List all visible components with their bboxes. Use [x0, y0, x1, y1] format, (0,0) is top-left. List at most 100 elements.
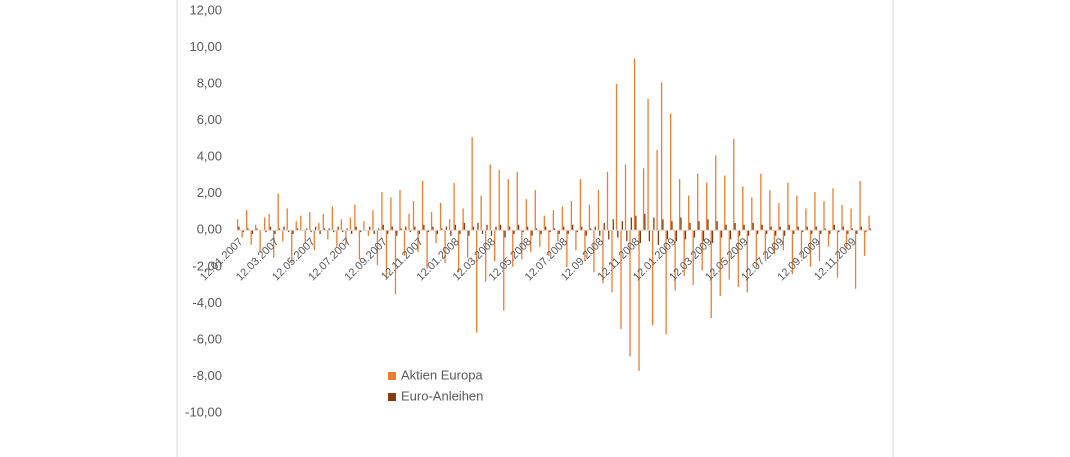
bar — [242, 230, 245, 233]
bar — [554, 228, 556, 231]
bar — [782, 230, 785, 251]
bar — [390, 197, 392, 231]
bar — [378, 228, 380, 231]
bar — [863, 230, 866, 256]
y-tick-label: 8,00 — [197, 76, 222, 91]
bar — [566, 230, 568, 267]
bar — [256, 228, 258, 231]
y-tick-label: -6,00 — [192, 331, 222, 346]
bar — [468, 230, 470, 236]
bar — [340, 219, 342, 231]
bar — [787, 182, 789, 231]
bar — [313, 230, 315, 251]
bar — [770, 226, 772, 231]
bar — [245, 210, 248, 231]
bar — [354, 204, 356, 231]
bar — [764, 230, 766, 260]
bar — [435, 230, 437, 244]
bar — [400, 228, 402, 231]
y-tick-label: 10,00 — [189, 39, 222, 54]
bar — [833, 224, 835, 231]
bar — [349, 217, 352, 231]
bar — [755, 230, 757, 267]
bar — [485, 230, 487, 282]
bar — [314, 226, 317, 231]
bar — [728, 230, 730, 280]
bar — [436, 230, 439, 234]
bar — [838, 230, 840, 233]
y-tick-label: 12,00 — [189, 2, 222, 17]
y-tick-label: 2,00 — [197, 185, 222, 200]
y-tick-label: 6,00 — [197, 112, 222, 127]
bar — [399, 190, 401, 231]
bar — [247, 228, 249, 231]
bar — [751, 197, 753, 231]
bar — [332, 230, 335, 233]
bar — [472, 226, 475, 231]
bar — [300, 215, 302, 231]
bar — [773, 230, 776, 255]
bar — [760, 173, 762, 231]
bar — [337, 226, 339, 231]
bar — [543, 215, 545, 231]
bar — [322, 213, 324, 231]
bar — [814, 191, 816, 231]
bar — [323, 228, 326, 231]
bar — [842, 226, 844, 231]
bar — [441, 228, 443, 231]
bar — [423, 224, 425, 231]
bar — [642, 168, 645, 231]
bar — [387, 230, 389, 234]
bar — [647, 98, 649, 231]
bar — [693, 230, 696, 238]
bar — [552, 210, 554, 231]
bar — [716, 221, 718, 231]
bar — [793, 230, 795, 234]
bar — [719, 230, 721, 297]
bar — [859, 180, 861, 231]
bar — [737, 230, 739, 287]
bar — [701, 230, 703, 271]
bar — [489, 164, 491, 231]
bar — [784, 230, 786, 236]
bar — [409, 230, 411, 233]
bar — [796, 195, 798, 231]
bar — [684, 230, 687, 240]
bar — [746, 230, 748, 293]
bar — [738, 230, 741, 236]
legend-swatch — [388, 393, 396, 401]
bar — [405, 226, 407, 231]
bar — [516, 171, 518, 231]
bar — [295, 221, 297, 231]
bar — [836, 230, 839, 278]
bar — [427, 230, 430, 233]
bar — [820, 230, 822, 234]
bar — [572, 224, 574, 231]
bar — [403, 230, 406, 256]
bar — [629, 230, 631, 357]
bar — [711, 230, 714, 244]
bar — [539, 230, 541, 247]
bar — [734, 222, 736, 231]
bar — [806, 226, 808, 231]
bar — [426, 230, 428, 269]
bar — [448, 219, 451, 231]
y-tick-label: 4,00 — [197, 149, 222, 164]
bar — [594, 226, 596, 231]
bar — [466, 230, 469, 258]
bar — [534, 190, 536, 231]
bar — [369, 226, 371, 231]
bar — [639, 230, 642, 244]
bar — [824, 228, 826, 231]
bar — [733, 138, 735, 231]
bar — [336, 230, 338, 247]
bar — [584, 230, 586, 262]
bar — [504, 230, 506, 238]
bar — [512, 230, 514, 267]
bar — [688, 195, 690, 231]
bar — [269, 226, 272, 231]
bar — [747, 230, 750, 236]
y-tick-label: -4,00 — [192, 295, 222, 310]
bar — [462, 208, 464, 231]
